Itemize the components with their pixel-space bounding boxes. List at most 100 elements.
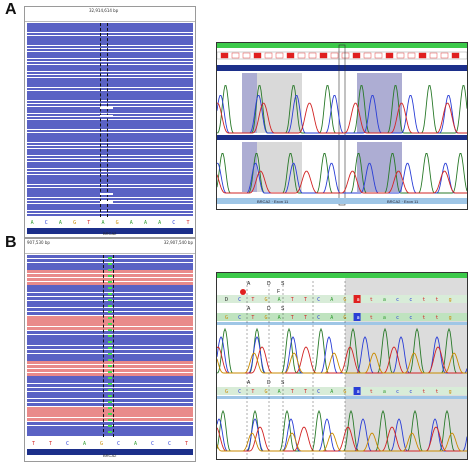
read-row <box>27 342 193 346</box>
variant-dot <box>240 289 246 295</box>
read-row <box>27 168 193 172</box>
base-box <box>264 52 273 59</box>
read-row <box>27 94 193 97</box>
read-row <box>27 281 193 285</box>
read-row <box>27 113 193 117</box>
base-box <box>319 52 328 59</box>
base-letter: G <box>343 389 346 395</box>
variant-mark <box>108 419 112 421</box>
base-letter: T <box>304 315 307 321</box>
variant-mark <box>108 377 112 379</box>
read-row <box>27 68 193 71</box>
read-row <box>27 357 193 361</box>
deletion-mark <box>100 193 114 195</box>
ref-a-base: A <box>158 220 162 226</box>
read-row <box>27 126 193 130</box>
base-letter: A <box>278 315 281 321</box>
read-row <box>27 26 193 29</box>
base-box <box>297 52 306 59</box>
variant-mark <box>108 257 112 259</box>
base-letter: c <box>409 389 412 395</box>
read-row <box>27 162 193 165</box>
read-row <box>27 48 193 52</box>
center-guide-line <box>100 23 102 217</box>
base-box <box>341 52 350 59</box>
deletion-mark <box>100 201 114 203</box>
base-letter: A <box>330 297 333 303</box>
variant-mark <box>108 395 112 397</box>
base-letter: t <box>370 389 373 395</box>
read-row <box>27 74 193 78</box>
read-row <box>27 210 193 214</box>
ref-a-base: T <box>186 220 190 226</box>
read-track-b <box>27 255 193 437</box>
variant-mark <box>108 335 112 337</box>
base-letter: g <box>449 297 452 303</box>
read-row <box>27 433 193 437</box>
igv-ruler-a: 32,914,614 bp <box>25 7 195 22</box>
variant-mark <box>108 371 112 373</box>
read-row <box>27 191 193 194</box>
read-row <box>27 35 193 39</box>
ref-b-base: C <box>150 441 154 447</box>
variant-mark <box>108 269 112 271</box>
read-row <box>27 178 193 181</box>
read-row <box>27 149 193 152</box>
base-box <box>429 52 438 59</box>
igv-ruler-b: 907,530 bp 32,907,540 bp <box>25 239 195 254</box>
base-box <box>308 52 317 59</box>
variant-mark <box>108 407 112 409</box>
read-row <box>27 349 193 353</box>
ref-b-base: C <box>116 441 120 447</box>
mutation-box <box>353 387 361 395</box>
read-row <box>27 410 193 414</box>
read-row <box>27 181 193 185</box>
variant-mark <box>108 263 112 265</box>
base-letter: C <box>317 389 320 395</box>
ref-b-base: C <box>167 441 171 447</box>
read-row <box>27 58 193 62</box>
read-row <box>27 155 193 159</box>
variant-mark <box>108 413 112 415</box>
trace-line <box>217 102 467 134</box>
trace-line <box>217 432 467 452</box>
base-letter: A <box>278 297 281 303</box>
base-box <box>220 52 229 59</box>
read-row <box>27 266 193 270</box>
read-row <box>27 213 193 217</box>
trace-line <box>217 352 467 374</box>
variant-mark <box>108 275 112 277</box>
read-row <box>27 285 193 289</box>
base-letter: D <box>225 297 228 303</box>
base-letter: A <box>330 389 333 395</box>
variant-mark <box>108 341 112 343</box>
ref-a-base: A <box>101 220 105 226</box>
variant-mark <box>108 401 112 403</box>
base-letter: C <box>317 315 320 321</box>
base-box <box>374 52 383 59</box>
chromatogram-a-svg: BRCA2 · Exon 11 BRCA2 · Exon 11 <box>217 43 467 206</box>
read-row <box>27 194 193 197</box>
base-letter: A <box>330 315 333 321</box>
igv-view-b: 907,530 bp 32,907,540 bp T T C A G C A C C T BRCA… <box>24 238 196 462</box>
base-letter: t <box>422 389 425 395</box>
base-letter: a <box>357 315 360 321</box>
shade-region <box>242 73 257 133</box>
base-box <box>231 52 240 59</box>
base-letter: A <box>278 389 281 395</box>
ref-a-base: T <box>87 220 91 226</box>
exon-bar <box>217 65 467 71</box>
read-row <box>27 65 193 68</box>
read-row <box>27 296 193 300</box>
read-row <box>27 277 193 281</box>
read-row <box>27 204 193 207</box>
variant-mark <box>108 359 112 361</box>
exon-bar <box>217 135 467 140</box>
chromatogram-a: BRCA2 · Exon 11 BRCA2 · Exon 11 <box>216 42 468 210</box>
chromatogram-b-svg: ADSFDCTGATTCAGataccttgADSGCTGATTCAGatacc… <box>217 273 467 459</box>
base-letter: a <box>383 297 386 303</box>
base-letter: c <box>396 315 399 321</box>
base-letter: T <box>251 389 254 395</box>
